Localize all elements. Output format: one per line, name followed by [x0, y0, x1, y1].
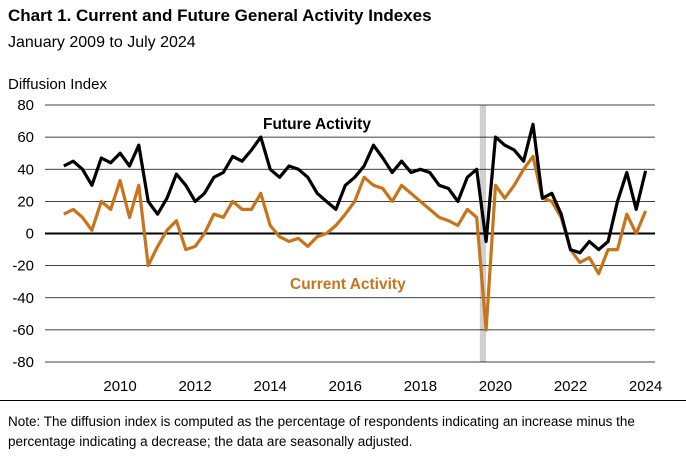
series-labels-group: Future Activity Current Activity	[263, 116, 406, 293]
gridlines-group	[45, 104, 655, 363]
chart-note: Note: The diffusion index is computed as…	[8, 414, 635, 449]
y-tick-label: -60	[12, 322, 34, 339]
series-lines-group	[63, 122, 648, 332]
y-tick-label: 20	[17, 193, 34, 210]
y-tick-label: 40	[17, 161, 34, 178]
y-tick-label: 80	[17, 97, 34, 114]
current-activity-line	[63, 154, 648, 332]
x-tick-labels-group: 2010 2012 2014 2016 2018 2020 2022 2024	[103, 378, 662, 395]
y-tick-label: -20	[12, 258, 34, 275]
future-activity-line	[63, 122, 648, 255]
y-tick-label: 0	[26, 226, 34, 243]
note-divider	[0, 400, 686, 401]
current-activity-label: Current Activity	[290, 276, 406, 293]
x-tick-label: 2010	[103, 378, 136, 395]
y-axis-title: Diffusion Index	[8, 76, 107, 93]
y-tick-label: -80	[12, 354, 34, 371]
x-tick-label: 2014	[254, 378, 287, 395]
x-tick-label: 2024	[629, 378, 662, 395]
chart-title: Chart 1. Current and Future General Acti…	[8, 6, 432, 25]
future-activity-label: Future Activity	[263, 116, 371, 133]
y-tick-label: -40	[12, 290, 34, 307]
x-tick-label: 2018	[404, 378, 437, 395]
x-tick-label: 2020	[479, 378, 512, 395]
y-tick-label: 60	[17, 129, 34, 146]
chart-subtitle: January 2009 to July 2024	[8, 34, 196, 51]
x-tick-label: 2012	[178, 378, 211, 395]
x-tick-label: 2022	[554, 378, 587, 395]
x-tick-label: 2016	[329, 378, 362, 395]
y-tick-labels-group: 80 60 40 20 0 -20 -40 -60 -80	[12, 97, 34, 371]
